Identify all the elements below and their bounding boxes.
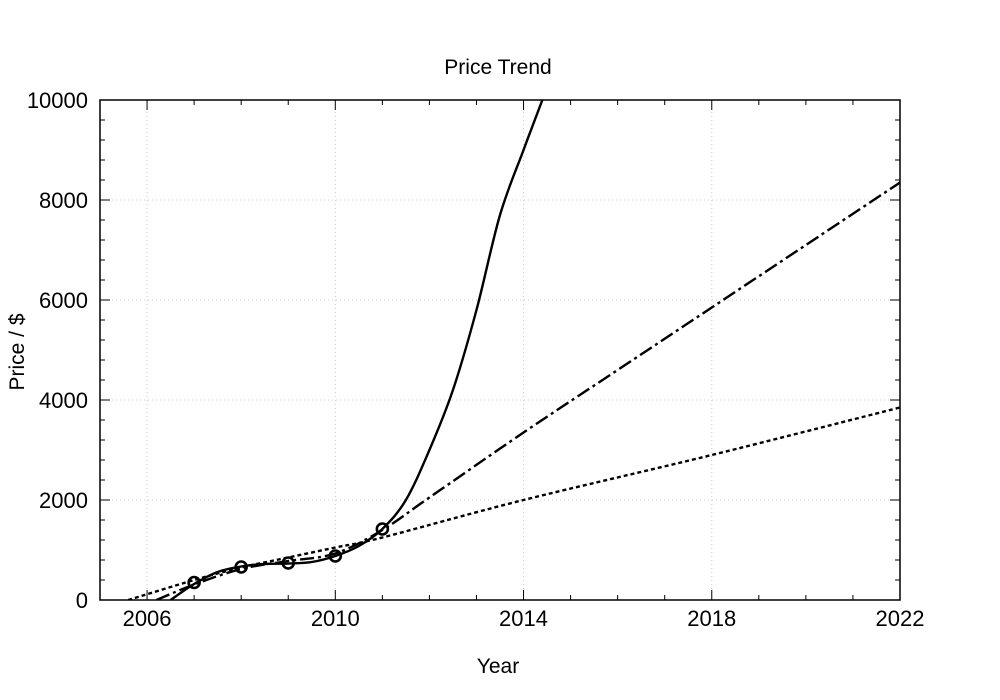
data-point bbox=[281, 556, 296, 570]
tick-label-layer: 2006 2010 2014 2018 2022 0 2000 4000 6000 8000 100… bbox=[27, 88, 925, 631]
data-point bbox=[187, 575, 201, 590]
y-tick-label: 2000 bbox=[39, 488, 88, 513]
marker-layer bbox=[187, 522, 390, 590]
y-tick-label: 0 bbox=[76, 588, 88, 613]
y-tick-label: 10000 bbox=[27, 88, 88, 113]
x-tick-label: 2006 bbox=[123, 606, 172, 631]
x-tick-label: 2014 bbox=[499, 606, 548, 631]
y-axis-label: Price / $ bbox=[6, 313, 29, 390]
data-point bbox=[375, 522, 390, 536]
series-line-dash-dot bbox=[156, 181, 900, 600]
x-axis-label: Year bbox=[477, 655, 519, 678]
grid-layer bbox=[100, 99, 901, 601]
data-point bbox=[328, 549, 343, 563]
plot-frame bbox=[99, 99, 901, 601]
y-tick-label: 4000 bbox=[39, 388, 88, 413]
x-tick-label: 2018 bbox=[687, 606, 736, 631]
x-tick-label: 2010 bbox=[311, 606, 360, 631]
series-layer bbox=[127, 100, 900, 600]
series-line-solid bbox=[169, 100, 544, 600]
y-tick-label: 6000 bbox=[39, 288, 88, 313]
chart-title: Price Trend bbox=[444, 56, 551, 79]
data-point bbox=[234, 560, 248, 574]
x-tick-label: 2022 bbox=[876, 606, 925, 631]
tick-layer bbox=[99, 99, 901, 601]
y-tick-label: 8000 bbox=[39, 188, 88, 213]
